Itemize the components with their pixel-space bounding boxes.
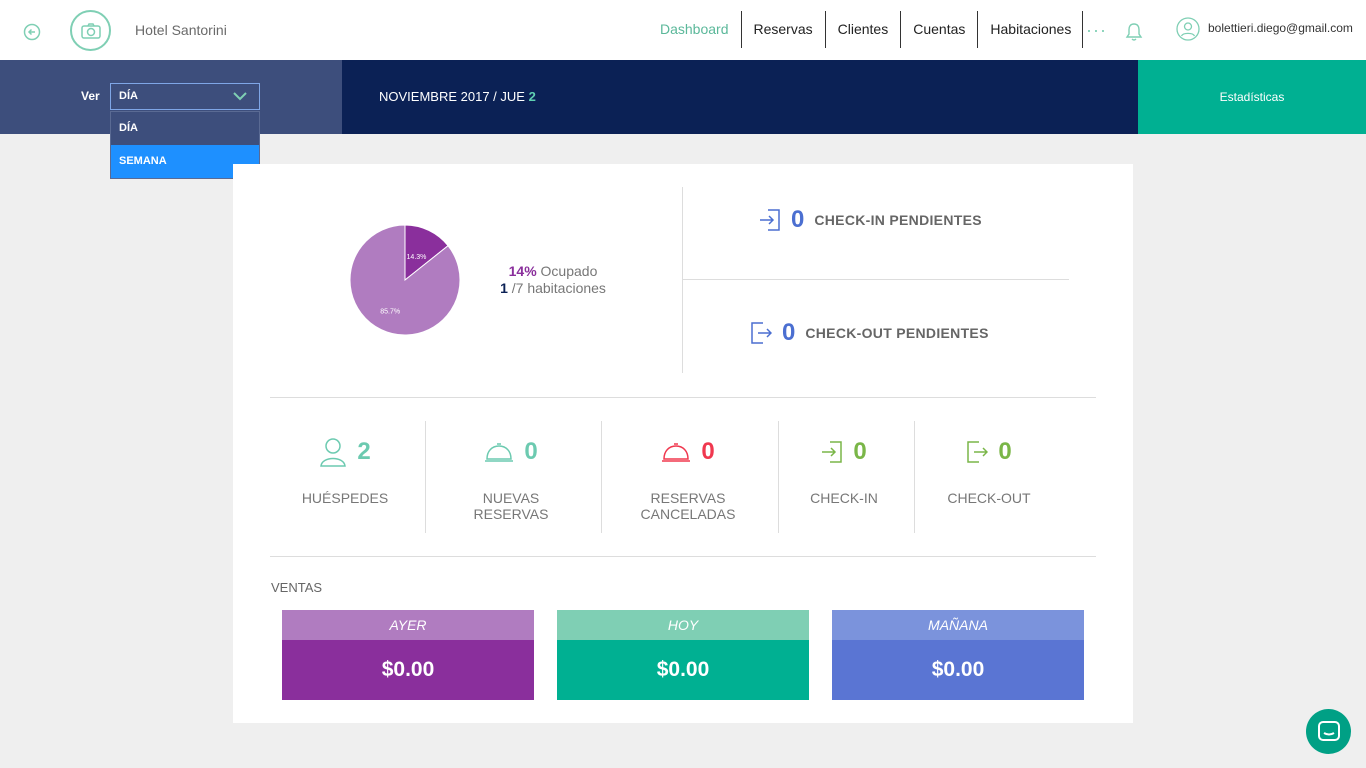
divider-stat [914, 421, 915, 533]
current-date: NOVIEMBRE 2017 / JUE 2 [379, 89, 536, 104]
main-nav: Dashboard Reservas Clientes Cuentas Habi… [648, 11, 1084, 48]
stat-label: NUEVAS RESERVAS [473, 490, 549, 522]
sales-card-ayer: AYER $0.00 [282, 610, 534, 700]
stat-nuevas-reservas: 0 NUEVAS RESERVAS [461, 434, 561, 522]
divider-vertical [682, 187, 683, 373]
guest-icon [320, 438, 347, 467]
hotel-name: Hotel Santorini [135, 22, 227, 38]
chat-icon [1317, 720, 1340, 741]
user-email[interactable]: bolettieri.diego@gmail.com [1208, 21, 1353, 35]
occupancy-percent-label: Ocupado [536, 263, 598, 279]
option-dia[interactable]: DÍA [119, 122, 138, 134]
divider-horizontal [270, 556, 1096, 557]
camera-icon [80, 22, 101, 39]
occupancy-summary: 14% Ocupado 1 /7 habitaciones [473, 263, 633, 297]
pending-checkout: 0 CHECK-OUT PENDIENTES [750, 319, 989, 347]
occupancy-percent: 14% [508, 263, 537, 279]
date-prefix: NOVIEMBRE 2017 / JUE [379, 89, 529, 104]
stat-label: CHECK-IN [810, 490, 878, 506]
nav-cuentas[interactable]: Cuentas [901, 11, 979, 48]
login-icon [822, 441, 843, 463]
stat-checkout: 0 CHECK-OUT [939, 434, 1039, 506]
bell-icon[interactable] [1125, 22, 1143, 42]
statistics-label: Estadísticas [1219, 90, 1285, 104]
divider-stat [601, 421, 602, 533]
nav-clientes[interactable]: Clientes [826, 11, 902, 48]
chat-button[interactable] [1306, 709, 1351, 754]
logout-icon [967, 441, 989, 463]
sales-card-label: HOY [557, 610, 809, 640]
divider-horizontal [270, 397, 1096, 398]
pie-slice [349, 224, 461, 336]
sales-card-value: $0.00 [282, 640, 534, 700]
stat-count: 0 [853, 438, 867, 465]
nav-reservas[interactable]: Reservas [742, 11, 826, 48]
ventas-title: VENTAS [271, 580, 323, 595]
pending-checkin-count: 0 [791, 206, 805, 233]
sales-card-value: $0.00 [832, 640, 1084, 700]
sales-card-manana: MAÑANA $0.00 [832, 610, 1084, 700]
stat-checkin: 0 CHECK-IN [798, 434, 890, 506]
login-icon [760, 209, 780, 231]
date-day: 2 [528, 89, 536, 104]
divider-stat [425, 421, 426, 533]
more-menu-button[interactable]: ··· [1086, 20, 1107, 40]
stat-count: 0 [998, 438, 1012, 465]
rooms-label: /7 habitaciones [507, 280, 606, 296]
view-select[interactable]: DÍA [110, 83, 260, 110]
dashboard-card: 14.3% 85.7% 14% Ocupado 1 /7 habitaciones… [233, 164, 1133, 723]
pie-slice-label: 85.7% [380, 309, 400, 316]
view-label: Ver [81, 89, 100, 103]
pie-slice-label: 14.3% [407, 254, 427, 261]
stat-count: 2 [357, 438, 371, 465]
stat-huespedes: 2 HUÉSPEDES [285, 434, 405, 506]
sales-card-hoy: HOY $0.00 [557, 610, 809, 700]
stat-label: CHECK-OUT [947, 490, 1031, 506]
back-arrow-icon[interactable] [23, 23, 41, 41]
nav-dashboard[interactable]: Dashboard [648, 11, 742, 48]
view-select-value: DÍA [119, 90, 138, 102]
cancelled-bell-icon [662, 443, 691, 462]
sales-card-label: MAÑANA [832, 610, 1084, 640]
statistics-button[interactable]: Estadísticas [1138, 60, 1366, 134]
service-bell-icon [485, 443, 514, 462]
divider-pending [682, 279, 1069, 280]
user-avatar-icon[interactable] [1176, 17, 1200, 41]
stat-label: HUÉSPEDES [301, 490, 389, 506]
date-panel [342, 60, 1138, 134]
sales-card-label: AYER [282, 610, 534, 640]
pending-checkin-label: CHECK-IN PENDIENTES [814, 212, 982, 228]
top-bar: Hotel Santorini Dashboard Reservas Clien… [0, 0, 1366, 60]
stat-count: 0 [524, 438, 538, 465]
occupied-rooms-count: 1 [500, 280, 508, 296]
divider-stat [778, 421, 779, 533]
hotel-logo[interactable] [70, 10, 111, 51]
sales-card-value: $0.00 [557, 640, 809, 700]
pending-checkout-label: CHECK-OUT PENDIENTES [805, 325, 989, 341]
pending-checkout-count: 0 [782, 319, 796, 346]
pending-checkin: 0 CHECK-IN PENDIENTES [759, 206, 982, 234]
chevron-down-icon [233, 92, 247, 101]
stat-reservas-canceladas: 0 RESERVAS CANCELADAS [633, 434, 743, 522]
stat-label: RESERVAS CANCELADAS [640, 490, 736, 522]
occupancy-pie-chart: 14.3% 85.7% [349, 224, 461, 336]
nav-habitaciones[interactable]: Habitaciones [978, 11, 1084, 48]
logout-icon [751, 322, 772, 344]
stat-count: 0 [701, 438, 715, 465]
